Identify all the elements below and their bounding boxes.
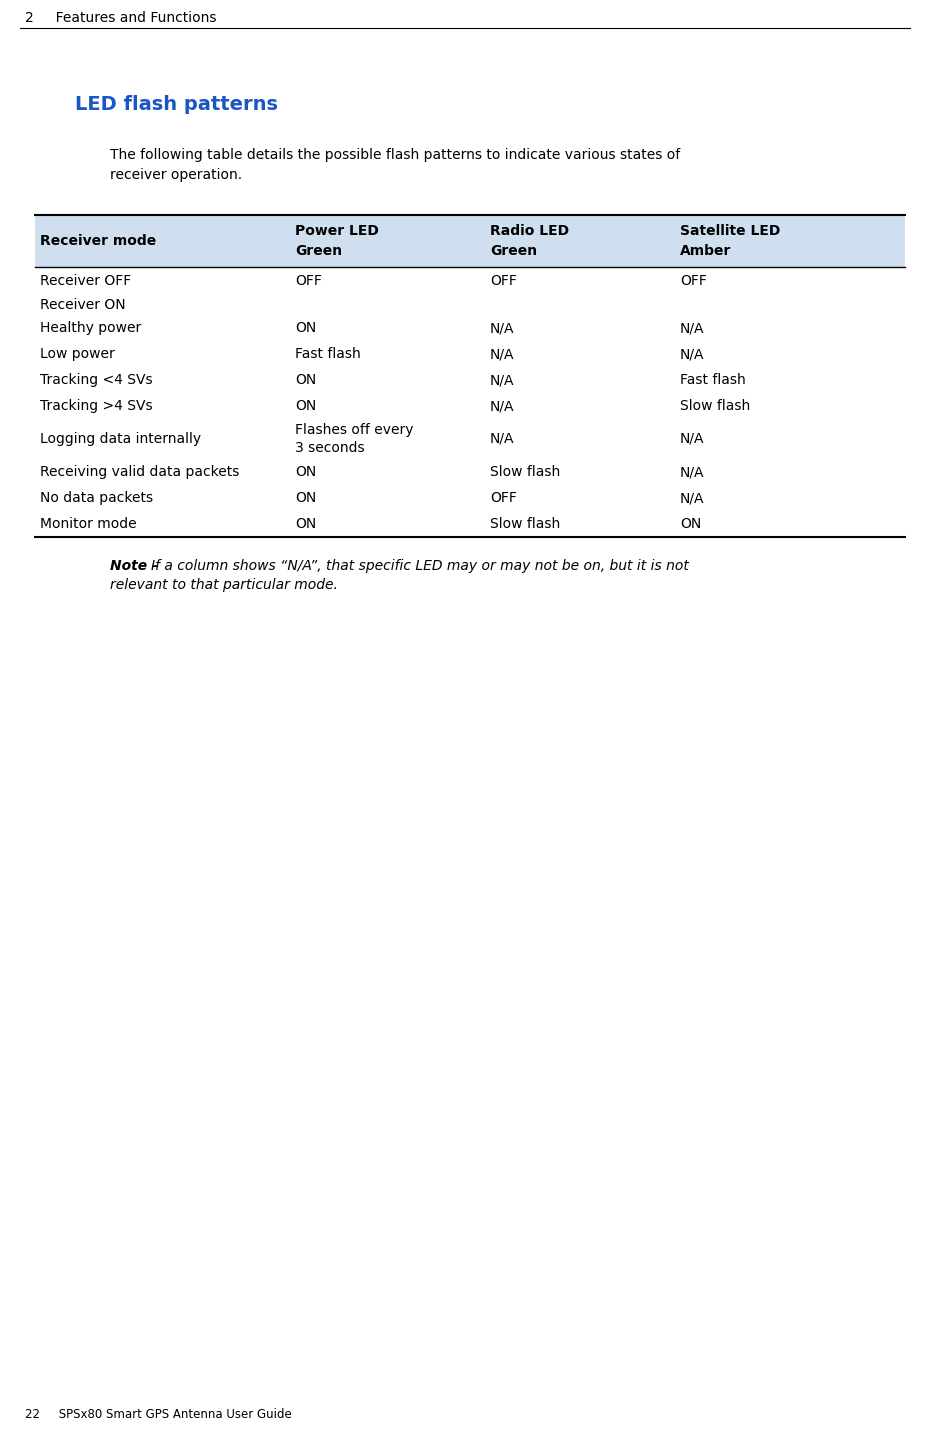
Text: Green: Green bbox=[295, 245, 342, 259]
Text: LED flash patterns: LED flash patterns bbox=[75, 94, 278, 114]
Text: Green: Green bbox=[490, 245, 538, 259]
Text: OFF: OFF bbox=[490, 491, 517, 505]
Text: ON: ON bbox=[295, 465, 316, 479]
Text: N/A: N/A bbox=[490, 399, 514, 414]
Text: OFF: OFF bbox=[680, 273, 707, 288]
Text: receiver operation.: receiver operation. bbox=[110, 167, 242, 182]
Text: ON: ON bbox=[295, 373, 316, 386]
Text: N/A: N/A bbox=[490, 346, 514, 361]
Text: 22     SPSx80 Smart GPS Antenna User Guide: 22 SPSx80 Smart GPS Antenna User Guide bbox=[25, 1408, 292, 1421]
Text: relevant to that particular mode.: relevant to that particular mode. bbox=[110, 578, 338, 592]
Text: Tracking >4 SVs: Tracking >4 SVs bbox=[40, 399, 153, 414]
Text: N/A: N/A bbox=[490, 321, 514, 335]
Text: Tracking <4 SVs: Tracking <4 SVs bbox=[40, 373, 153, 386]
Text: N/A: N/A bbox=[680, 465, 705, 479]
Text: Receiver ON: Receiver ON bbox=[40, 298, 126, 312]
Text: Slow flash: Slow flash bbox=[490, 517, 560, 531]
Text: Fast flash: Fast flash bbox=[295, 346, 361, 361]
Text: Low power: Low power bbox=[40, 346, 114, 361]
Text: Receiving valid data packets: Receiving valid data packets bbox=[40, 465, 239, 479]
Text: Slow flash: Slow flash bbox=[490, 465, 560, 479]
Text: Note –: Note – bbox=[110, 560, 164, 572]
Text: OFF: OFF bbox=[295, 273, 322, 288]
Text: Receiver mode: Receiver mode bbox=[40, 235, 156, 248]
Text: Healthy power: Healthy power bbox=[40, 321, 141, 335]
Text: Power LED: Power LED bbox=[295, 223, 379, 238]
Bar bbox=[35, 215, 905, 268]
Text: Monitor mode: Monitor mode bbox=[40, 517, 137, 531]
Text: 2     Features and Functions: 2 Features and Functions bbox=[25, 11, 217, 24]
Text: Amber: Amber bbox=[680, 245, 731, 259]
Text: ON: ON bbox=[295, 321, 316, 335]
Text: Flashes off every: Flashes off every bbox=[295, 424, 414, 438]
Text: ON: ON bbox=[295, 491, 316, 505]
Text: N/A: N/A bbox=[490, 432, 514, 446]
Text: The following table details the possible flash patterns to indicate various stat: The following table details the possible… bbox=[110, 147, 680, 162]
Text: No data packets: No data packets bbox=[40, 491, 153, 505]
Text: OFF: OFF bbox=[490, 273, 517, 288]
Text: ON: ON bbox=[295, 399, 316, 414]
Text: If a column shows “N/A”, that specific LED may or may not be on, but it is not: If a column shows “N/A”, that specific L… bbox=[151, 560, 689, 572]
Text: Radio LED: Radio LED bbox=[490, 223, 569, 238]
Text: Logging data internally: Logging data internally bbox=[40, 432, 201, 446]
Text: N/A: N/A bbox=[680, 491, 705, 505]
Text: Fast flash: Fast flash bbox=[680, 373, 746, 386]
Text: Satellite LED: Satellite LED bbox=[680, 223, 780, 238]
Text: N/A: N/A bbox=[680, 432, 705, 446]
Text: Receiver OFF: Receiver OFF bbox=[40, 273, 131, 288]
Text: 3 seconds: 3 seconds bbox=[295, 441, 365, 455]
Text: ON: ON bbox=[295, 517, 316, 531]
Text: Slow flash: Slow flash bbox=[680, 399, 751, 414]
Text: N/A: N/A bbox=[490, 373, 514, 386]
Text: N/A: N/A bbox=[680, 346, 705, 361]
Text: ON: ON bbox=[680, 517, 701, 531]
Text: N/A: N/A bbox=[680, 321, 705, 335]
